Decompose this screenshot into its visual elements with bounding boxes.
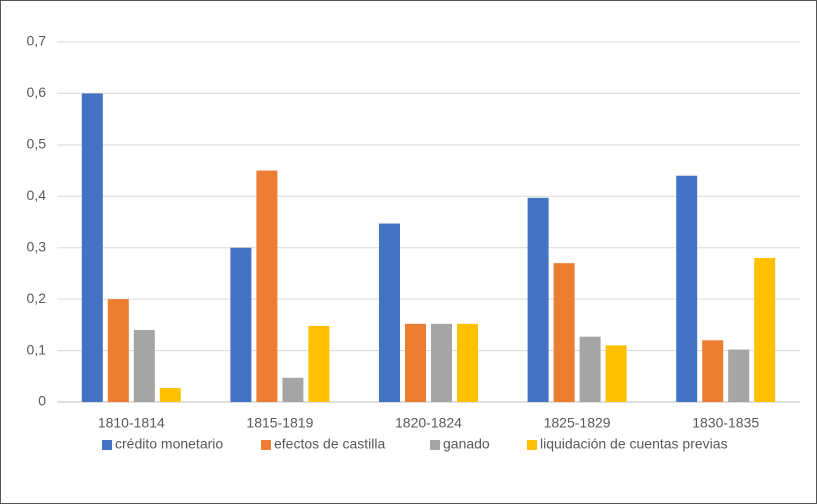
legend-label: crédito monetario xyxy=(115,436,223,452)
bar xyxy=(230,247,252,402)
bar xyxy=(457,323,478,402)
bar xyxy=(553,263,575,402)
bar xyxy=(308,325,330,402)
legend-swatch xyxy=(527,440,537,450)
y-tick-label: 0,5 xyxy=(27,136,47,152)
bar xyxy=(81,93,103,402)
legend-swatch xyxy=(430,440,440,450)
bar xyxy=(256,170,278,402)
y-tick-label: 0,6 xyxy=(27,84,47,100)
y-tick-label: 0,1 xyxy=(27,341,47,357)
bar xyxy=(754,258,776,402)
bar xyxy=(605,345,627,402)
legend-swatch xyxy=(102,440,112,450)
x-tick-label: 1820-1824 xyxy=(395,415,462,431)
y-tick-label: 0,3 xyxy=(27,238,47,254)
y-tick-label: 0,7 xyxy=(27,33,47,49)
bar xyxy=(282,377,304,402)
bar xyxy=(527,197,549,402)
legend-label: liquidación de cuentas previas xyxy=(540,436,728,452)
y-tick-label: 0,4 xyxy=(27,187,47,203)
bar xyxy=(107,299,129,402)
bar xyxy=(405,323,426,402)
bar xyxy=(379,223,400,402)
x-tick-label: 1815-1819 xyxy=(246,415,313,431)
legend-swatch xyxy=(261,440,271,450)
x-tick-label: 1825-1829 xyxy=(544,415,611,431)
bar xyxy=(676,175,698,402)
bar xyxy=(133,330,155,402)
bar xyxy=(159,388,181,402)
bar xyxy=(579,336,601,402)
bar xyxy=(728,349,750,402)
y-tick-label: 0,2 xyxy=(27,290,47,306)
bar xyxy=(431,323,452,402)
x-tick-label: 1830-1835 xyxy=(692,415,759,431)
bar xyxy=(702,340,724,402)
legend-label: efectos de castilla xyxy=(274,436,385,452)
legend-label: ganado xyxy=(443,436,490,452)
y-tick-label: 0 xyxy=(38,393,46,409)
x-tick-label: 1810-1814 xyxy=(98,415,165,431)
